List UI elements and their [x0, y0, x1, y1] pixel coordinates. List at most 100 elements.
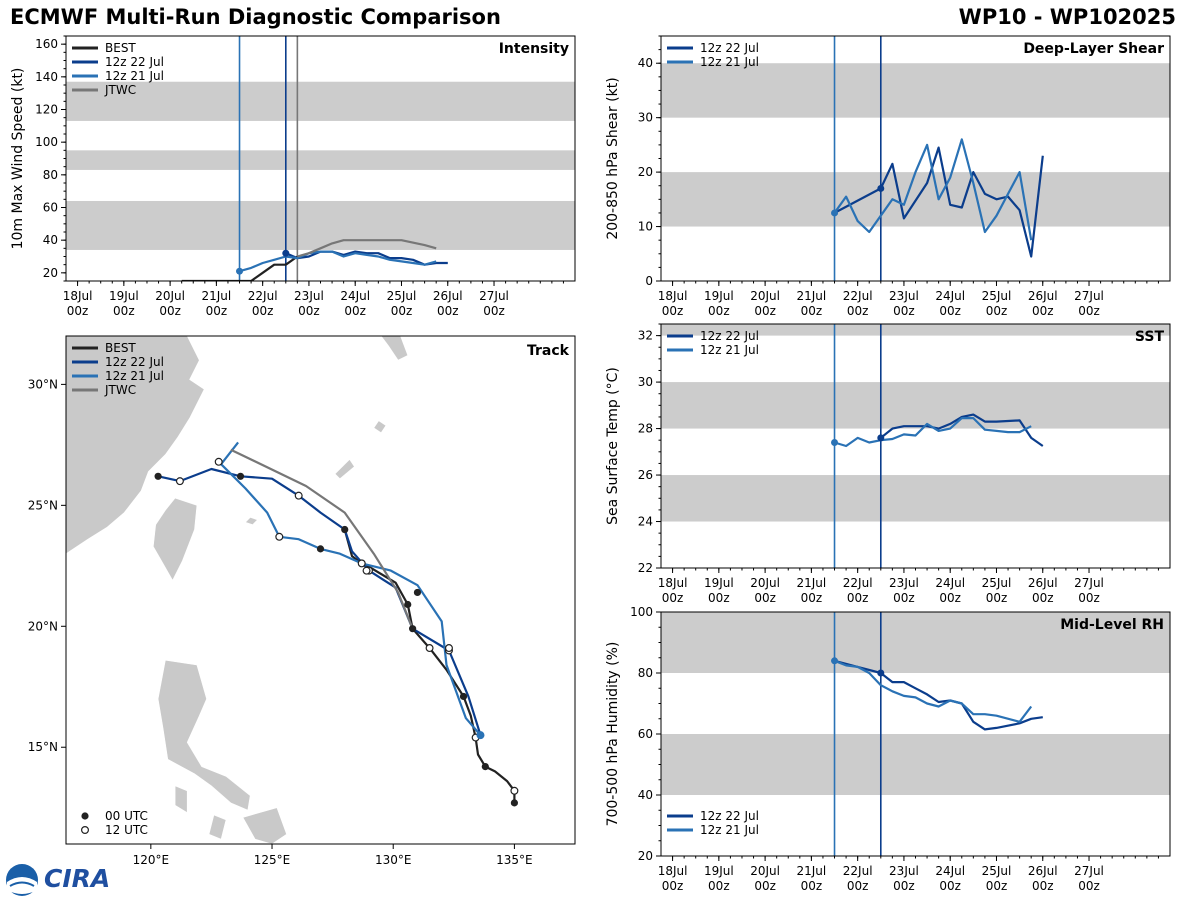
track-ytick-label: 15°N [28, 740, 58, 754]
intensity-legend-label: 12z 22 Jul [105, 55, 164, 69]
track-marker-12utc [425, 644, 434, 653]
shear-xtick-label: 22Jul [843, 289, 873, 303]
sst-legend-label: 12z 22 Jul [700, 329, 759, 343]
intensity-xtick-label: 27Jul [479, 289, 509, 303]
land-shape [152, 497, 198, 581]
intensity-xtick-label: 00z [206, 304, 228, 318]
shear-init-point [831, 209, 839, 217]
track-ytick-label: 25°N [28, 498, 58, 512]
intensity-xtick-label: 23Jul [294, 289, 324, 303]
shear-xtick-label: 00z [893, 304, 915, 318]
track-ytick-label: 30°N [28, 377, 58, 391]
track-marker-00utc [404, 600, 412, 609]
rh-xtick-label: 27Jul [1074, 864, 1104, 878]
logo-text: CIRA [44, 864, 111, 893]
intensity-band [66, 150, 575, 170]
shear-xtick-label: 18Jul [658, 289, 688, 303]
noaa-cira-logo-icon: CIRA [4, 862, 124, 898]
land-shape [373, 420, 387, 434]
rh-init-point [877, 669, 885, 677]
intensity-legend-label: BEST [105, 41, 136, 55]
sst-band [661, 324, 1170, 336]
rh-ylabel: 700-500 hPa Humidity (%) [605, 642, 621, 827]
legend-12utc-marker [80, 825, 89, 834]
shear-legend-label: 12z 22 Jul [700, 41, 759, 55]
rh-band [661, 612, 1170, 673]
shear-ytick-label: 40 [638, 56, 653, 70]
shear-legend-label: 12z 21 Jul [700, 55, 759, 69]
track-marker-00utc [154, 472, 162, 480]
rh-xtick-label: 21Jul [797, 864, 827, 878]
shear-xtick-label: 00z [708, 304, 730, 318]
intensity-xtick-label: 20Jul [155, 289, 185, 303]
rh-xtick-label: 19Jul [704, 864, 734, 878]
rh-xtick-label: 25Jul [982, 864, 1012, 878]
rh-title: Mid-Level RH [1060, 617, 1164, 633]
sst-ytick-label: 22 [638, 561, 653, 575]
shear-band [661, 63, 1170, 118]
rh-ytick-label: 20 [638, 849, 653, 863]
intensity-xtick-label: 00z [483, 304, 505, 318]
shear-xtick-label: 27Jul [1074, 289, 1104, 303]
rh-xtick-label: 20Jul [750, 864, 780, 878]
track-marker-00utc [236, 472, 245, 480]
track-marker-12utc [357, 559, 366, 568]
shear-ytick-label: 0 [645, 274, 653, 288]
intensity-ytick-label: 160 [35, 37, 58, 51]
intensity-ytick-label: 60 [43, 201, 58, 215]
shear-series-line [833, 138, 1033, 241]
intensity-xtick-label: 00z [391, 304, 413, 318]
track-legend-label: 12z 22 Jul [105, 355, 164, 369]
rh-xtick-label: 00z [939, 879, 961, 893]
track-marker-12utc [294, 491, 303, 500]
panel-intensity: 2040608010012014016018Jul00z19Jul00z20Ju… [10, 35, 576, 318]
intensity-ytick-label: 40 [43, 233, 58, 247]
intensity-xtick-label: 00z [298, 304, 320, 318]
intensity-init-point [236, 267, 244, 275]
shear-xtick-label: 00z [939, 304, 961, 318]
land-shape [208, 814, 227, 840]
rh-xtick-label: 00z [1032, 879, 1054, 893]
shear-xtick-label: 00z [801, 304, 823, 318]
sst-xtick-label: 00z [1078, 591, 1100, 605]
shear-xtick-label: 00z [662, 304, 684, 318]
rh-ytick-label: 40 [638, 788, 653, 802]
shear-xtick-label: 00z [754, 304, 776, 318]
panel-sst: 22242628303218Jul00z19Jul00z20Jul00z21Ju… [605, 323, 1171, 605]
panel-shear: 01020304018Jul00z19Jul00z20Jul00z21Jul00… [605, 35, 1171, 318]
track-xtick-label: 120°E [133, 853, 170, 867]
track-line [220, 441, 482, 736]
sst-xtick-label: 27Jul [1074, 576, 1104, 590]
intensity-legend-label: 12z 21 Jul [105, 69, 164, 83]
legend-12utc-label: 12 UTC [105, 823, 148, 837]
rh-ytick-label: 100 [630, 605, 653, 619]
intensity-xtick-label: 25Jul [387, 289, 417, 303]
sst-xtick-label: 00z [986, 591, 1008, 605]
land-shape [380, 336, 409, 361]
track-marker-00utc [413, 588, 422, 597]
intensity-init-point [282, 249, 290, 257]
land-shape [157, 659, 251, 811]
sst-xtick-label: 20Jul [750, 576, 780, 590]
sst-xtick-label: 00z [939, 591, 961, 605]
intensity-band [66, 81, 575, 121]
shear-xtick-label: 20Jul [750, 289, 780, 303]
sst-xtick-label: 00z [893, 591, 915, 605]
figure-title: ECMWF Multi-Run Diagnostic Comparison [10, 5, 501, 29]
shear-xtick-label: 25Jul [982, 289, 1012, 303]
shear-ylabel: 200-850 hPa Shear (kt) [605, 77, 621, 239]
sst-xtick-label: 23Jul [889, 576, 919, 590]
sst-xtick-label: 21Jul [797, 576, 827, 590]
shear-xtick-label: 19Jul [704, 289, 734, 303]
land-shape [244, 517, 259, 526]
shear-xtick-label: 00z [1078, 304, 1100, 318]
rh-band [661, 734, 1170, 795]
intensity-title: Intensity [499, 41, 569, 57]
sst-title: SST [1135, 329, 1165, 345]
sst-xtick-label: 00z [847, 591, 869, 605]
shear-xtick-label: 00z [847, 304, 869, 318]
rh-xtick-label: 00z [754, 879, 776, 893]
legend-00utc-label: 00 UTC [105, 809, 148, 823]
shear-init-point [877, 184, 885, 192]
sst-xtick-label: 24Jul [935, 576, 965, 590]
